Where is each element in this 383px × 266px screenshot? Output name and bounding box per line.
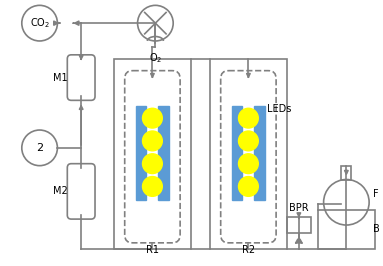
- Text: LEDs: LEDs: [267, 104, 291, 114]
- Circle shape: [142, 108, 162, 128]
- Text: M2: M2: [52, 186, 67, 196]
- Circle shape: [239, 108, 258, 128]
- Bar: [114, 59, 191, 249]
- Bar: [232, 106, 242, 200]
- Text: F: F: [373, 189, 379, 199]
- Text: BPR: BPR: [289, 203, 309, 213]
- Circle shape: [239, 131, 258, 151]
- Text: R1: R1: [146, 245, 159, 255]
- Circle shape: [239, 154, 258, 174]
- Bar: [287, 217, 311, 233]
- Bar: [318, 210, 375, 249]
- Bar: [341, 166, 351, 180]
- Text: B: B: [373, 225, 380, 235]
- Circle shape: [142, 131, 162, 151]
- Bar: [210, 59, 287, 249]
- Text: R2: R2: [242, 245, 255, 255]
- Text: O$_2$: O$_2$: [149, 51, 162, 65]
- Circle shape: [239, 177, 258, 196]
- Text: CO$_2$: CO$_2$: [29, 16, 50, 30]
- Bar: [136, 106, 146, 200]
- Text: 2: 2: [36, 143, 43, 153]
- Circle shape: [142, 177, 162, 196]
- Circle shape: [142, 154, 162, 174]
- Bar: [254, 106, 265, 200]
- Bar: [158, 106, 169, 200]
- Text: M1: M1: [53, 73, 67, 82]
